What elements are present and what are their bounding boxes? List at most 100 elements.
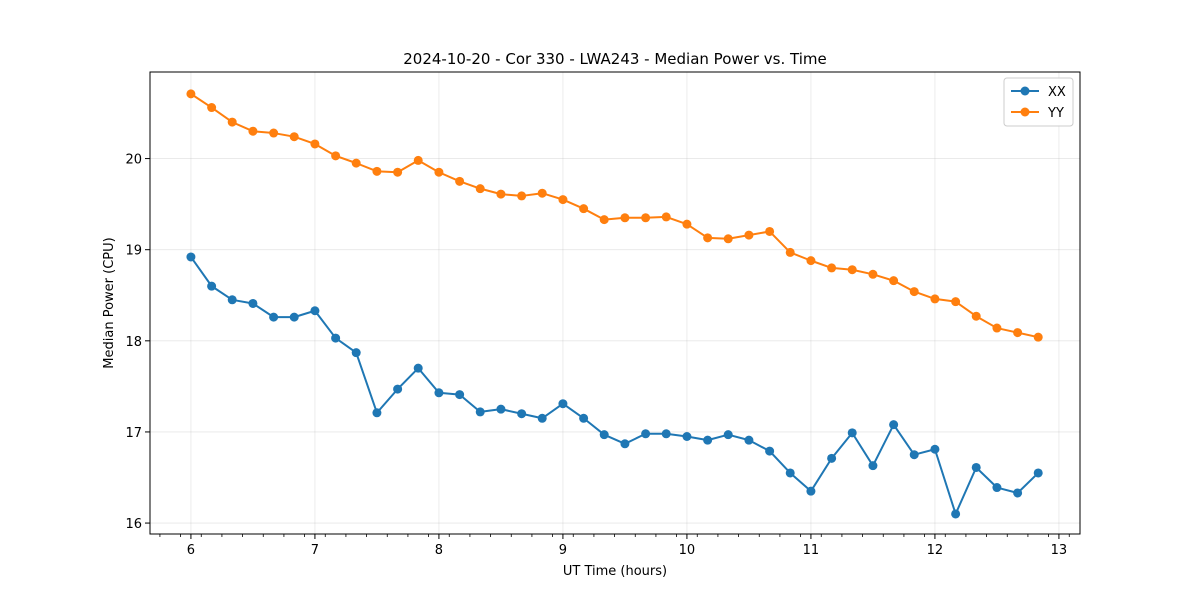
data-point-yy xyxy=(744,230,754,240)
data-point-xx xyxy=(806,486,816,496)
data-point-xx xyxy=(971,462,981,472)
data-point-yy xyxy=(827,263,837,273)
data-point-xx xyxy=(1013,488,1023,498)
y-tick-label: 17 xyxy=(125,426,142,441)
x-axis-label: UT Time (hours) xyxy=(563,564,667,579)
data-point-xx xyxy=(455,390,465,400)
x-tick-label: 8 xyxy=(435,543,443,558)
data-point-yy xyxy=(517,191,527,201)
data-point-yy xyxy=(186,89,196,99)
data-point-xx xyxy=(434,388,444,398)
legend-label-yy: YY xyxy=(1047,106,1064,121)
data-point-xx xyxy=(744,435,754,445)
data-point-xx xyxy=(1033,468,1043,478)
data-point-yy xyxy=(909,287,919,297)
data-point-xx xyxy=(827,453,837,463)
data-point-yy xyxy=(248,126,258,136)
x-tick-label: 9 xyxy=(559,543,567,558)
data-point-xx xyxy=(227,295,237,305)
data-point-yy xyxy=(475,184,485,194)
y-tick-label: 20 xyxy=(125,153,142,168)
data-point-yy xyxy=(351,158,361,168)
x-tick-label: 7 xyxy=(311,543,319,558)
y-tick-label: 19 xyxy=(125,244,142,259)
data-point-xx xyxy=(847,428,857,438)
data-point-yy xyxy=(765,226,775,236)
data-point-yy xyxy=(599,215,609,225)
data-point-yy xyxy=(620,213,630,223)
data-point-yy xyxy=(1013,328,1023,338)
data-point-xx xyxy=(558,399,568,409)
data-point-xx xyxy=(579,413,589,423)
data-point-xx xyxy=(496,404,506,414)
data-point-xx xyxy=(641,429,651,439)
data-point-yy xyxy=(413,155,423,165)
series-layer xyxy=(186,89,1043,519)
data-point-xx xyxy=(517,409,527,419)
data-point-yy xyxy=(289,132,299,142)
data-point-yy xyxy=(661,212,671,222)
data-point-xx xyxy=(992,483,1002,493)
data-point-xx xyxy=(909,450,919,460)
data-point-yy xyxy=(723,234,733,244)
axis-ticks: 6 7 8 9 10 11 12 13 16 17 18 19 20 xyxy=(125,153,1070,558)
data-point-xx xyxy=(930,444,940,454)
data-point-xx xyxy=(951,509,961,519)
data-point-xx xyxy=(351,348,361,358)
legend-marker-yy xyxy=(1020,107,1030,117)
plot-frame xyxy=(149,71,1081,535)
data-point-yy xyxy=(579,204,589,214)
data-point-yy xyxy=(537,188,547,198)
data-point-yy xyxy=(682,219,692,229)
data-point-yy xyxy=(496,189,506,199)
data-point-yy xyxy=(992,323,1002,333)
data-point-yy xyxy=(227,117,237,127)
data-point-yy xyxy=(455,176,465,186)
data-point-yy xyxy=(971,311,981,321)
data-point-yy xyxy=(868,269,878,279)
legend-marker-xx xyxy=(1020,86,1030,96)
data-point-yy xyxy=(930,294,940,304)
grid xyxy=(150,72,1080,534)
data-point-yy xyxy=(558,195,568,205)
data-point-xx xyxy=(537,413,547,423)
data-point-xx xyxy=(289,312,299,322)
series-line-xx xyxy=(190,256,1039,515)
data-point-xx xyxy=(868,461,878,471)
x-tick-label: 11 xyxy=(803,543,820,558)
y-axis-label: Median Power (CPU) xyxy=(102,237,117,368)
y-tick-label: 18 xyxy=(125,335,142,350)
legend: XX YY xyxy=(1003,77,1074,127)
data-point-xx xyxy=(186,252,196,262)
data-point-xx xyxy=(372,408,382,418)
data-point-xx xyxy=(889,420,899,430)
data-point-xx xyxy=(310,306,320,316)
data-point-yy xyxy=(847,265,857,275)
data-point-xx xyxy=(331,333,341,343)
data-point-xx xyxy=(682,431,692,441)
chart-title: 2024-10-20 - Cor 330 - LWA243 - Median P… xyxy=(403,50,827,68)
data-point-yy xyxy=(434,167,444,177)
data-point-yy xyxy=(393,167,403,177)
legend-label-xx: XX xyxy=(1048,85,1066,100)
data-point-xx xyxy=(413,363,423,373)
data-point-xx xyxy=(661,429,671,439)
data-point-yy xyxy=(785,247,795,257)
data-point-yy xyxy=(703,233,713,243)
data-point-xx xyxy=(269,312,279,322)
x-tick-label: 12 xyxy=(927,543,944,558)
data-point-xx xyxy=(765,446,775,456)
data-point-yy xyxy=(951,297,961,307)
data-point-xx xyxy=(723,430,733,440)
data-point-yy xyxy=(269,128,279,138)
x-tick-label: 6 xyxy=(187,543,195,558)
data-point-xx xyxy=(599,430,609,440)
data-point-yy xyxy=(207,103,217,113)
data-point-xx xyxy=(393,384,403,394)
data-point-xx xyxy=(248,298,258,308)
data-point-xx xyxy=(703,435,713,445)
data-point-yy xyxy=(889,276,899,286)
data-point-xx xyxy=(620,439,630,449)
data-point-xx xyxy=(785,468,795,478)
